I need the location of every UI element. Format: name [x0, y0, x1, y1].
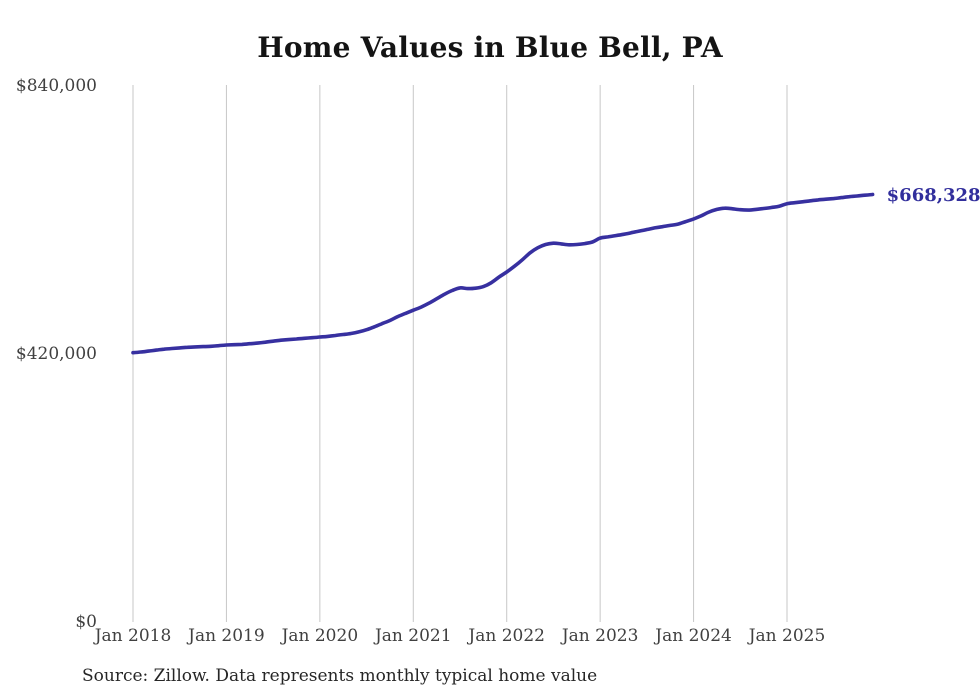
x-axis-tick-label: Jan 2023	[560, 626, 639, 646]
chart-title: Home Values in Blue Bell, PA	[257, 31, 723, 64]
x-axis-tick-label: Jan 2020	[280, 626, 359, 646]
x-axis-tick-label: Jan 2024	[653, 626, 732, 646]
x-axis-tick-label: Jan 2025	[747, 626, 826, 646]
x-axis-tick-label: Jan 2021	[373, 626, 452, 646]
y-axis-tick-label: $0	[75, 612, 97, 632]
source-note: Source: Zillow. Data represents monthly …	[82, 666, 598, 686]
y-axis-tick-label: $840,000	[16, 76, 97, 96]
home-value-line	[131, 192, 875, 355]
y-axis-tick-label: $420,000	[16, 344, 97, 364]
x-axis-tick-label: Jan 2019	[186, 626, 265, 646]
x-axis-tick-label: Jan 2022	[466, 626, 545, 646]
latest-value-label: $668,328	[887, 185, 980, 206]
x-axis-tick-label: Jan 2018	[93, 626, 172, 646]
